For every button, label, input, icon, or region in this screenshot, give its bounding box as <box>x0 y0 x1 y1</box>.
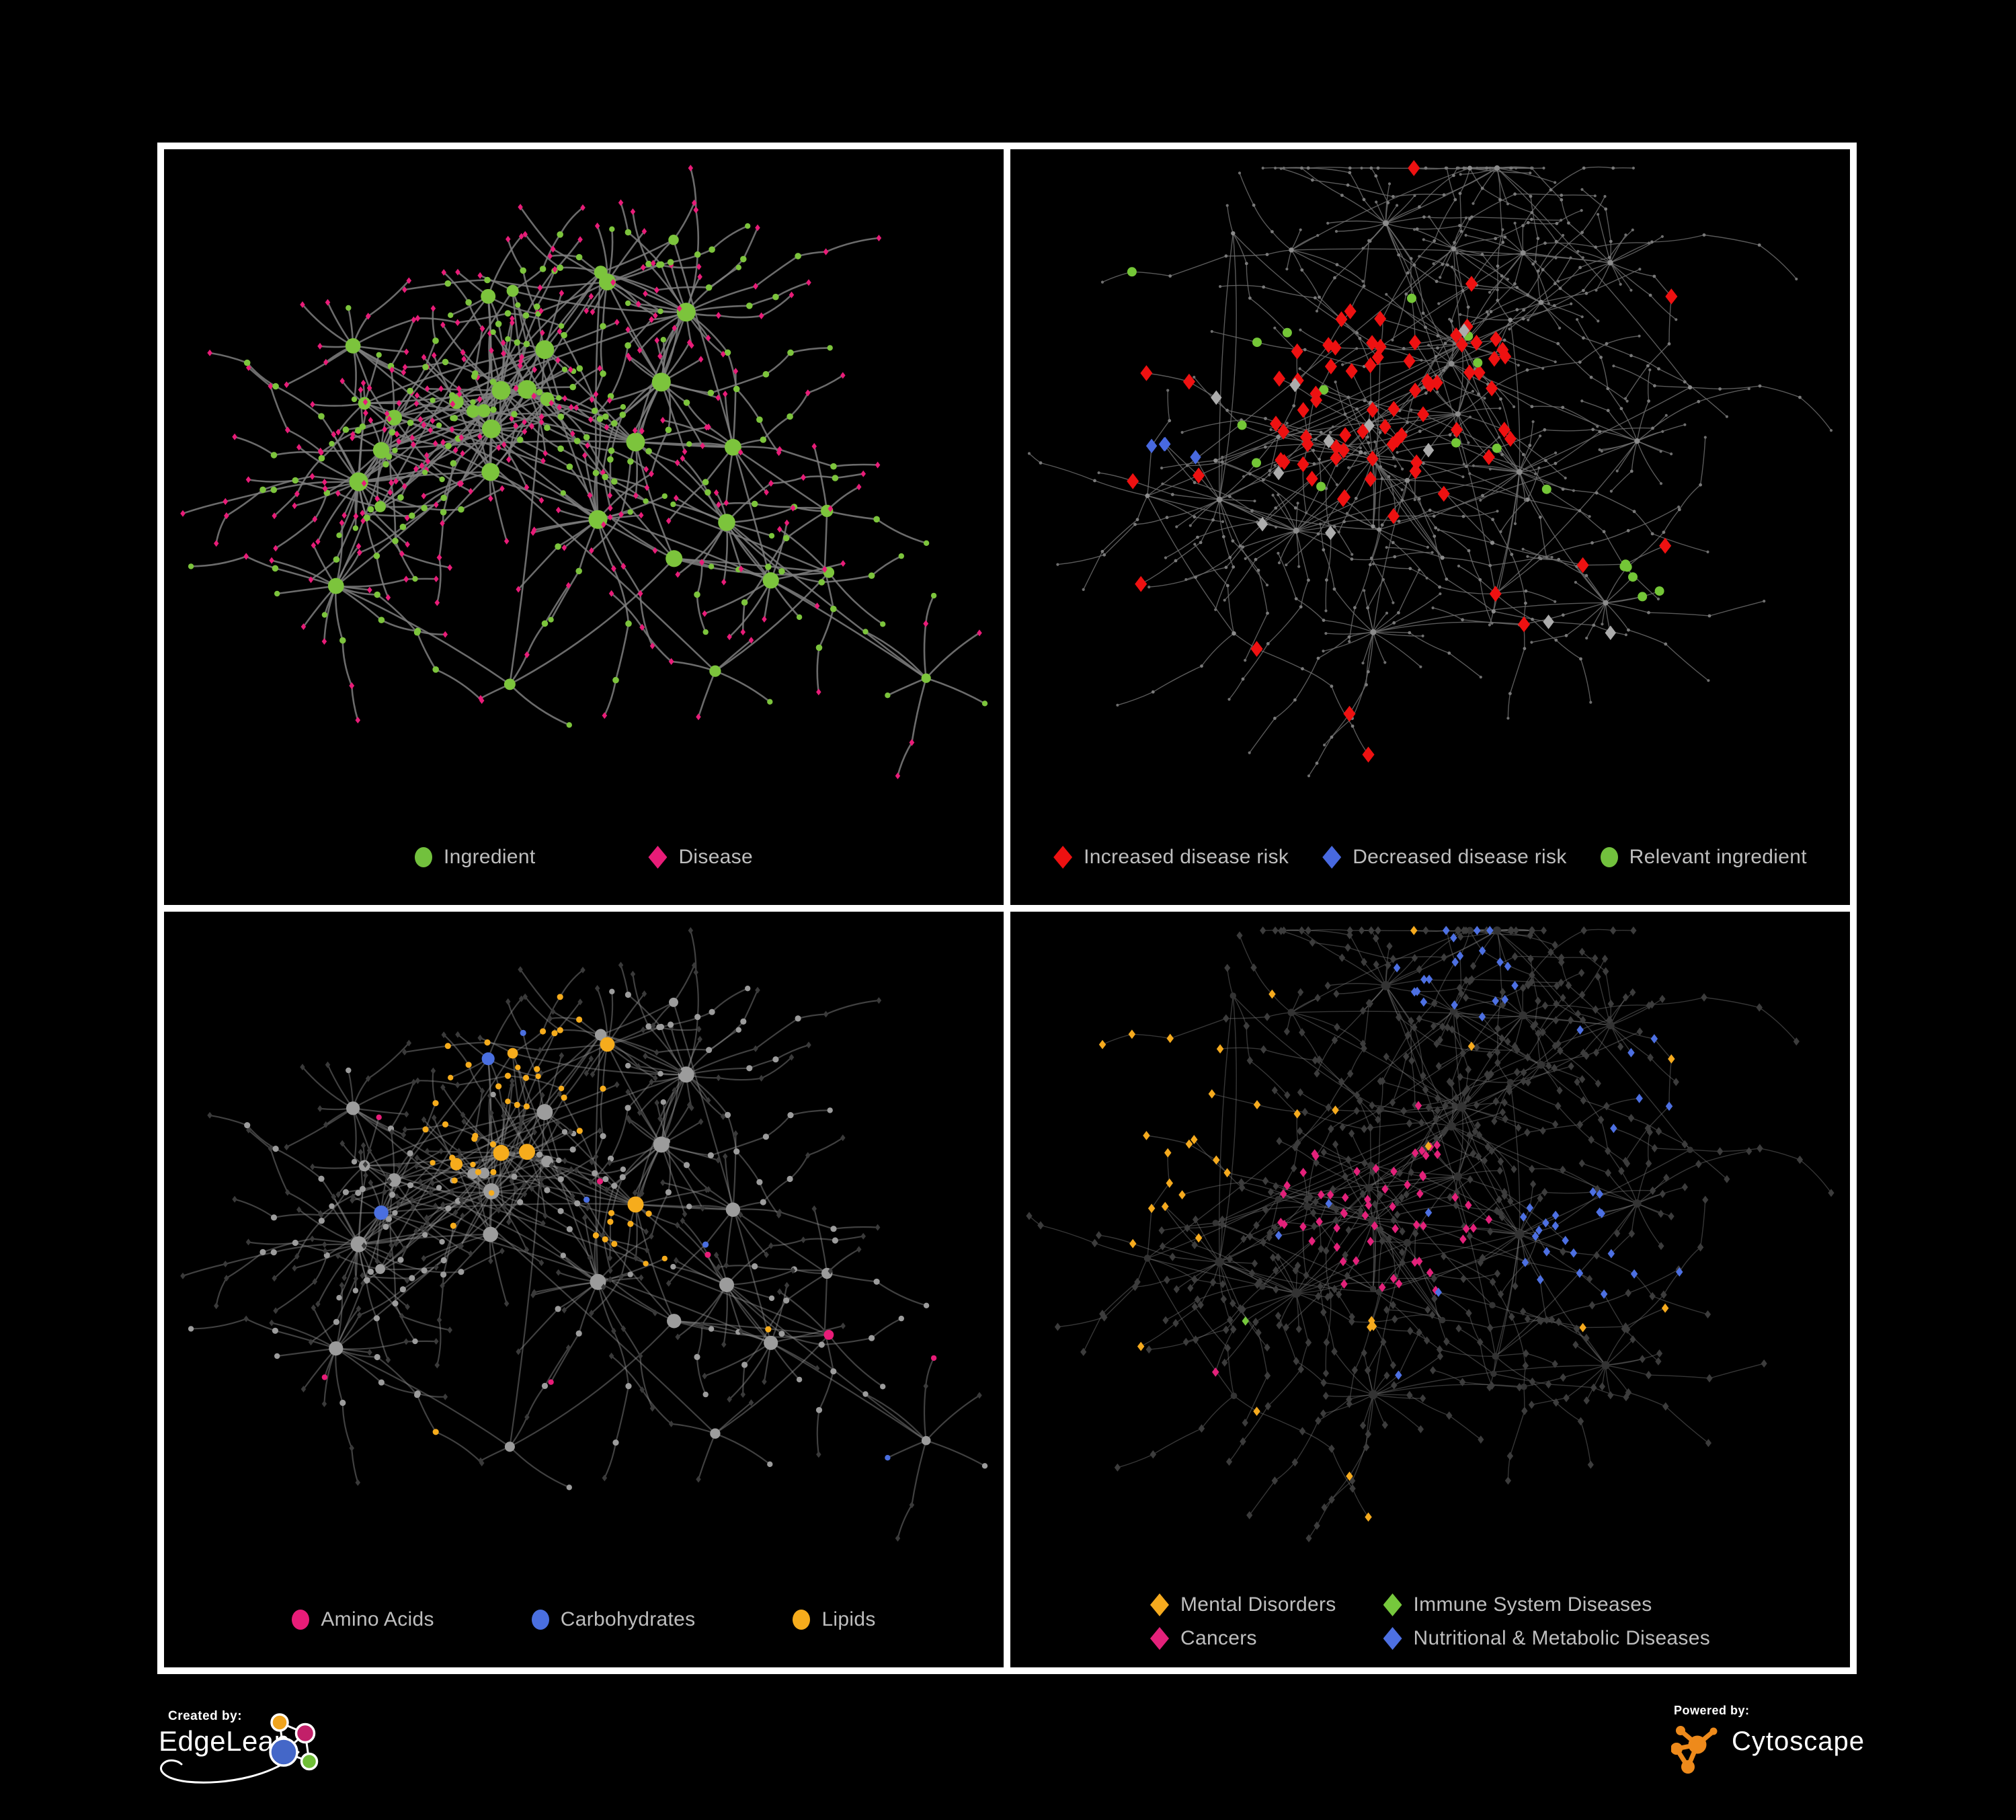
legend-item: Amino Acids <box>292 1608 434 1631</box>
increased-risk-swatch-icon <box>1053 846 1073 869</box>
legend-label: Disease <box>678 846 753 868</box>
panel-disease-risk: Increased disease risk Decreased disease… <box>1010 149 1850 905</box>
legend-item: Increased disease risk <box>1053 846 1289 869</box>
edgeleap-logo-icon <box>269 1713 319 1771</box>
graph-highlight-nodes <box>321 994 937 1461</box>
decreased-risk-swatch-icon <box>1322 846 1342 869</box>
edgeleap-swoosh-icon <box>160 1751 300 1784</box>
legend-item: Relevant ingredient <box>1600 846 1807 869</box>
lipids-swatch-icon <box>793 1610 811 1630</box>
relevant-ingredient-swatch-icon <box>1600 847 1618 867</box>
created-by-caption: Created by: <box>168 1709 243 1723</box>
graph-nodes <box>180 927 988 1542</box>
graph-edges <box>182 167 985 777</box>
graph-edges <box>182 930 985 1539</box>
panel-nutrient-classes: Amino Acids Carbohydrates Lipids <box>164 912 1004 1667</box>
cytoscape-credit: Powered by: Cytoscape <box>1671 1704 1900 1791</box>
legend-label: Mental Disorders <box>1180 1593 1336 1616</box>
nutritional-metabolic-swatch-icon <box>1383 1627 1402 1650</box>
legend-item: Immune System Diseases <box>1383 1593 1652 1616</box>
legend-item: Cancers <box>1150 1627 1257 1650</box>
legend-ingredient-disease: Ingredient Disease <box>164 846 1004 869</box>
legend-label: Immune System Diseases <box>1413 1593 1652 1616</box>
amino-acids-swatch-icon <box>292 1610 310 1630</box>
legend-label: Lipids <box>821 1608 876 1630</box>
panel-grid: Ingredient Disease Increased disease ris… <box>157 143 1857 1674</box>
immune-diseases-swatch-icon <box>1383 1593 1402 1616</box>
cytoscape-logo-icon <box>1671 1726 1718 1774</box>
graph-highlight-nodes <box>1127 160 1678 763</box>
legend-item: Lipids <box>793 1608 875 1631</box>
powered-by-caption: Powered by: <box>1674 1704 1750 1717</box>
ingredient-swatch-icon <box>415 847 433 867</box>
network-graph-ingredient-disease <box>180 165 988 779</box>
network-graph-disease-risk <box>1027 160 1833 778</box>
network-graph-disease-classes <box>1026 926 1834 1542</box>
legend-label: Amino Acids <box>321 1608 434 1630</box>
legend-item: Mental Disorders <box>1150 1593 1336 1616</box>
legend-item: Disease <box>648 846 753 869</box>
legend-label: Ingredient <box>444 846 536 868</box>
legend-label: Cancers <box>1180 1627 1257 1649</box>
graph-highlight-nodes <box>1098 926 1683 1522</box>
legend-item: Nutritional & Metabolic Diseases <box>1383 1627 1710 1650</box>
legend-item: Decreased disease risk <box>1322 846 1566 869</box>
graph-nodes <box>1026 926 1834 1542</box>
disease-swatch-icon <box>648 846 668 869</box>
network-graph-nutrient-classes <box>180 927 988 1542</box>
graph-edges <box>1029 928 1832 1539</box>
legend-nutrient-classes: Amino Acids Carbohydrates Lipids <box>164 1608 1004 1631</box>
cytoscape-brand-text: Cytoscape <box>1732 1727 1865 1756</box>
panel-disease-classes: Mental Disorders Immune System Diseases … <box>1010 912 1850 1667</box>
legend-label: Decreased disease risk <box>1353 846 1567 868</box>
legend-disease-classes: Mental Disorders Immune System Diseases … <box>1010 1593 1850 1650</box>
legend-label: Relevant ingredient <box>1629 846 1807 868</box>
edgeleap-credit: Created by: EdgeLeap <box>159 1706 481 1814</box>
cancers-swatch-icon <box>1150 1627 1169 1650</box>
legend-label: Carbohydrates <box>560 1608 696 1630</box>
legend-item: Ingredient <box>415 846 535 869</box>
graph-nodes <box>1027 165 1833 778</box>
graph-edges <box>1029 166 1832 777</box>
legend-item: Carbohydrates <box>531 1608 696 1631</box>
legend-disease-risk: Increased disease risk Decreased disease… <box>1010 846 1850 869</box>
legend-label: Nutritional & Metabolic Diseases <box>1413 1627 1710 1649</box>
mental-disorders-swatch-icon <box>1150 1593 1169 1616</box>
graph-nodes <box>180 165 988 779</box>
legend-label: Increased disease risk <box>1084 846 1289 868</box>
edgeleap-brand-text: EdgeLeap <box>159 1725 290 1757</box>
carbohydrates-swatch-icon <box>531 1610 549 1630</box>
panel-ingredient-disease: Ingredient Disease <box>164 149 1004 905</box>
